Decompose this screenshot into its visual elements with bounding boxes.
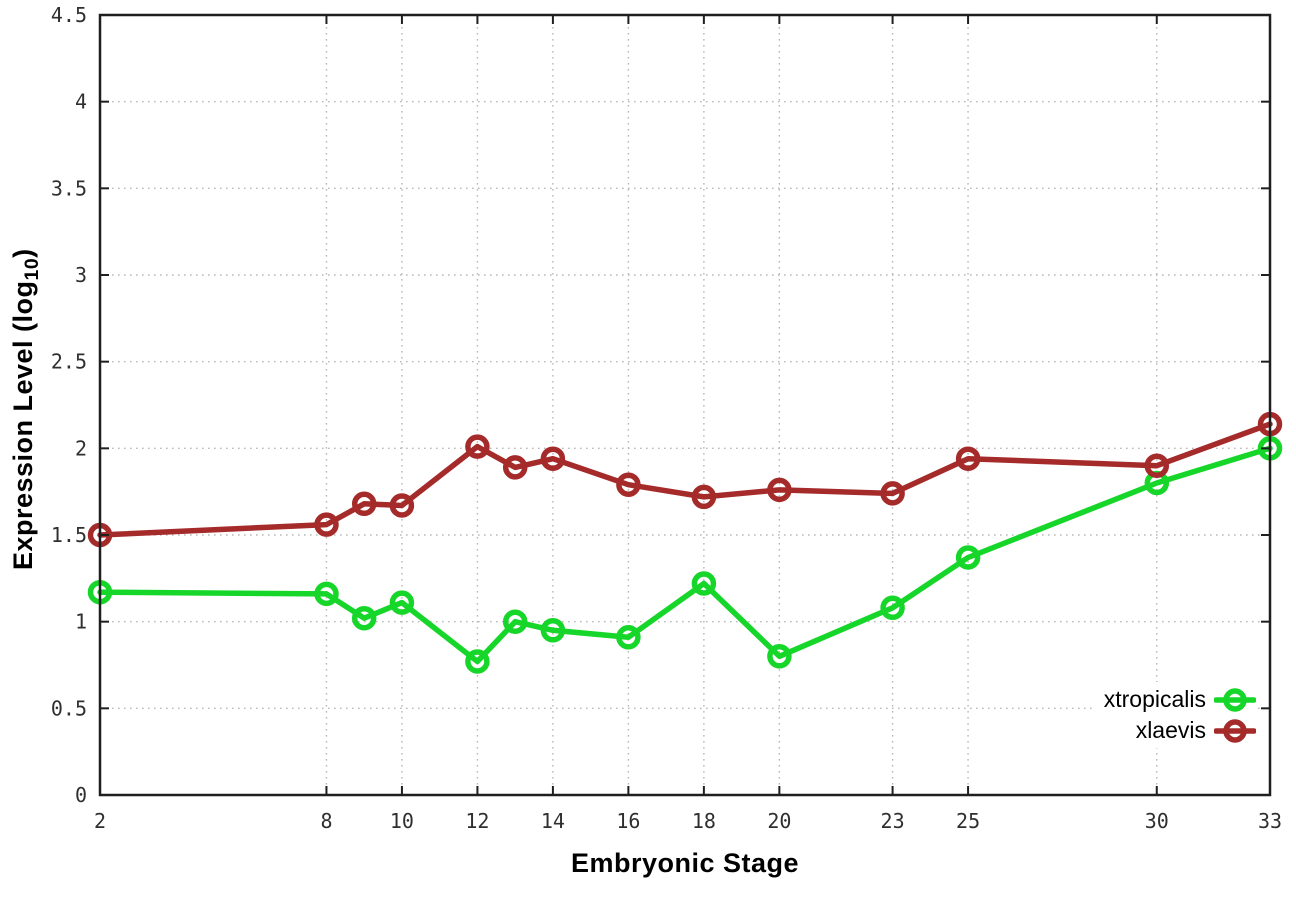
y-axis-title: Expression Level (log10): [8, 19, 44, 799]
marker-xlaevis-stage-13: [502, 455, 528, 480]
tick-labels: 2 8 10 12 14 16 18 20 23 25 30 33 0 0.5 1 1.5 2 2.5 3 3.5 4 4…: [51, 3, 1282, 833]
y-tick-label-2.5: 2.5: [51, 350, 87, 374]
marker-xtropicalis-stage-9: [351, 605, 377, 631]
marker-xlaevis-stage-18: [691, 484, 717, 510]
legend-sample-circle-xlaevis: [1223, 718, 1247, 743]
marker-xlaevis-stage-8: [314, 512, 339, 537]
y-axis-title-main: Expression Level (log: [7, 280, 38, 571]
legend-sample-circle-xtropicalis: [1223, 687, 1247, 712]
legend: xtropicalis xlaevis: [1093, 682, 1258, 748]
marker-xlaevis-stage-9: [351, 491, 377, 517]
legend-marker-glyph-xlaevis: [1214, 718, 1256, 743]
x-tick-label-25: 25: [956, 809, 980, 833]
marker-xtropicalis-stage-12: [465, 649, 490, 674]
legend-label-xlaevis: xlaevis: [1135, 717, 1206, 743]
gridlines: [100, 15, 1270, 795]
marker-xtropicalis-stage-20: [767, 644, 792, 669]
series-xlaevis: [87, 411, 1283, 548]
legend-item-xlaevis: xlaevis: [1136, 715, 1256, 746]
x-tick-label-16: 16: [616, 809, 640, 833]
x-tick-label-12: 12: [465, 809, 489, 833]
x-tick-label-10: 10: [390, 809, 414, 833]
x-tick-label-18: 18: [692, 809, 716, 833]
marker-xtropicalis-stage-16: [616, 625, 641, 650]
legend-marker-xlaevis: [1214, 718, 1256, 743]
marker-xlaevis-stage-30: [1144, 453, 1170, 478]
y-tick-label-3.5: 3.5: [51, 176, 87, 200]
marker-xtropicalis-stage-25: [955, 545, 981, 570]
y-tick-label-0.5: 0.5: [51, 696, 87, 720]
y-tick-label-1.5: 1.5: [51, 523, 87, 547]
y-tick-label-0: 0: [75, 783, 87, 807]
plot-border: [98, 13, 1272, 797]
marker-xlaevis-stage-14: [540, 446, 566, 471]
y-tick-label-4.5: 4.5: [51, 3, 87, 27]
x-tick-label-23: 23: [881, 809, 905, 833]
y-axis-title-subscript: 10: [21, 257, 44, 281]
axis-ticks: [99, 14, 1271, 796]
marker-xtropicalis-stage-8: [314, 581, 339, 607]
series-line-xlaevis: [97, 421, 1273, 538]
marker-xlaevis-stage-23: [880, 481, 905, 506]
legend-item-xtropicalis: xtropicalis: [1104, 684, 1256, 715]
x-tick-label-2: 2: [94, 809, 106, 833]
marker-xlaevis-stage-25: [955, 446, 981, 471]
x-tick-label-14: 14: [541, 809, 565, 833]
y-tick-label-3: 3: [75, 263, 87, 287]
legend-label-xtropicalis: xtropicalis: [1103, 686, 1206, 712]
legend-marker-glyph-xtropicalis: [1214, 687, 1256, 712]
marker-xlaevis-stage-20: [767, 477, 792, 503]
marker-xlaevis-stage-16: [616, 472, 641, 497]
y-axis-title-close: ): [7, 248, 38, 258]
marker-xlaevis-stage-10: [389, 493, 415, 518]
series-line-xtropicalis: [97, 445, 1273, 665]
x-tick-label-8: 8: [320, 809, 332, 833]
y-tick-label-4: 4: [75, 90, 87, 114]
marker-xtropicalis-stage-10: [389, 590, 415, 615]
marker-xtropicalis-stage-14: [540, 618, 566, 643]
y-tick-label-2: 2: [75, 436, 87, 460]
series-xtropicalis: [87, 436, 1283, 674]
marker-xtropicalis-stage-23: [880, 595, 905, 621]
y-tick-label-1: 1: [75, 610, 87, 634]
x-axis-title: Embryonic Stage: [570, 848, 800, 878]
x-tick-label-30: 30: [1145, 809, 1169, 833]
marker-xtropicalis-stage-18: [691, 571, 717, 596]
x-tick-label-33: 33: [1258, 809, 1282, 833]
x-tick-label-20: 20: [767, 809, 791, 833]
legend-marker-xtropicalis: [1214, 687, 1256, 712]
marker-xlaevis-stage-12: [465, 434, 490, 459]
marker-xtropicalis-stage-13: [502, 609, 528, 634]
